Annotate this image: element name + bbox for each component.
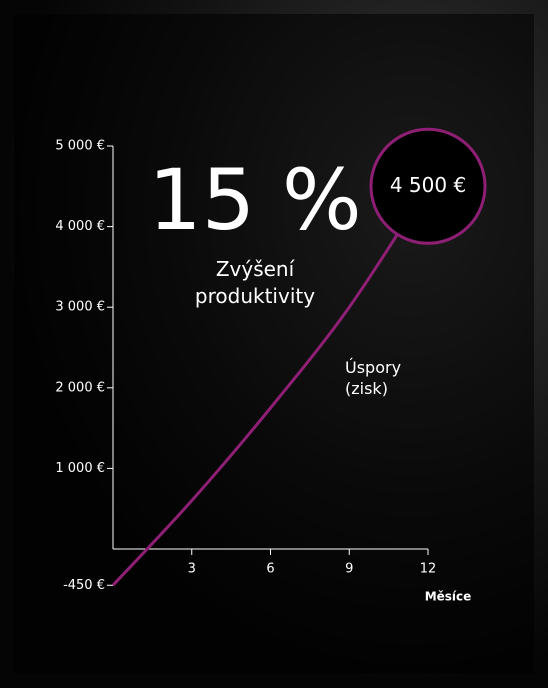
x-axis-label: Měsíce	[425, 590, 472, 604]
chart: Měsíce -450 € 1 000 € 2 000 € 3 000 € 4 000 …	[0, 0, 548, 688]
x-tick-label: 3	[188, 562, 196, 577]
x-tick-label: 12	[420, 562, 437, 577]
x-tick-label: 9	[345, 562, 353, 577]
y-tick-label: 2 000 €	[55, 380, 105, 395]
y-tick-label: 3 000 €	[55, 300, 105, 315]
y-tick-label: 4 000 €	[55, 219, 105, 234]
x-tick-label: 6	[266, 562, 274, 577]
data-label: 4 500 €	[390, 173, 466, 197]
y-tick-label: 5 000 €	[55, 139, 105, 154]
y-tick-label: 1 000 €	[55, 461, 105, 476]
headline-caption: Zvýšení produktivity	[170, 256, 340, 310]
screen: Měsíce -450 € 1 000 € 2 000 € 3 000 € 4 000 …	[0, 0, 548, 688]
y-tick-label: -450 €	[63, 578, 105, 593]
series-label: Úspory (zisk)	[345, 358, 435, 400]
big-number: 15 %	[140, 158, 370, 242]
